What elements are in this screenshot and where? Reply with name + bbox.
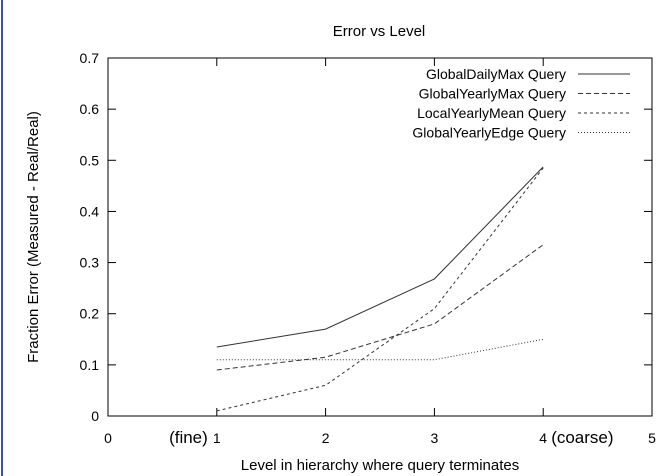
series-line (216, 244, 544, 371)
series-line (216, 166, 544, 348)
y-tick-label: 0.3 (80, 255, 100, 271)
x-axis-label: Level in hierarchy where query terminate… (241, 457, 519, 474)
legend-label: LocalYearlyMean Query (417, 105, 566, 121)
series-line (216, 167, 544, 412)
x-tick-label: 5 (648, 430, 656, 446)
x-tick-label: 3 (431, 430, 439, 446)
y-tick-label: 0.2 (80, 306, 100, 322)
y-tick-label: 0.1 (80, 357, 100, 373)
x-annotations: (fine) (coarse) (169, 428, 613, 447)
y-tick-label: 0.6 (80, 101, 100, 117)
y-tick-label: 0 (91, 408, 99, 424)
x-annotation: (fine) (169, 428, 208, 447)
y-axis: 0 0.1 0.2 0.3 0.4 0.5 0.6 0.7 (80, 50, 652, 424)
plot-frame (107, 57, 653, 417)
series-line (216, 338, 544, 361)
y-tick-label: 0.5 (80, 152, 100, 168)
plot-lines (216, 166, 544, 412)
legend: GlobalDailyMax Query GlobalYearlyMax Quer… (412, 66, 630, 141)
x-tick-label: 2 (322, 430, 330, 446)
x-tick-label: 1 (213, 430, 221, 446)
legend-label: GlobalDailyMax Query (426, 66, 566, 82)
y-tick-label: 0.7 (80, 50, 100, 66)
legend-label: GlobalYearlyMax Query (419, 86, 566, 102)
x-tick-label: 0 (104, 430, 112, 446)
x-axis: 0 1 2 3 4 5 (104, 58, 656, 446)
page-left-border (1, 0, 3, 476)
y-tick-label: 0.4 (80, 203, 100, 219)
x-annotation: (coarse) (551, 428, 613, 447)
chart-title: Error vs Level (333, 23, 426, 40)
x-tick-label: 4 (539, 430, 547, 446)
y-axis-label: Fraction Error (Measured - Real/Real) (25, 111, 42, 363)
legend-label: GlobalYearlyEdge Query (412, 125, 566, 141)
